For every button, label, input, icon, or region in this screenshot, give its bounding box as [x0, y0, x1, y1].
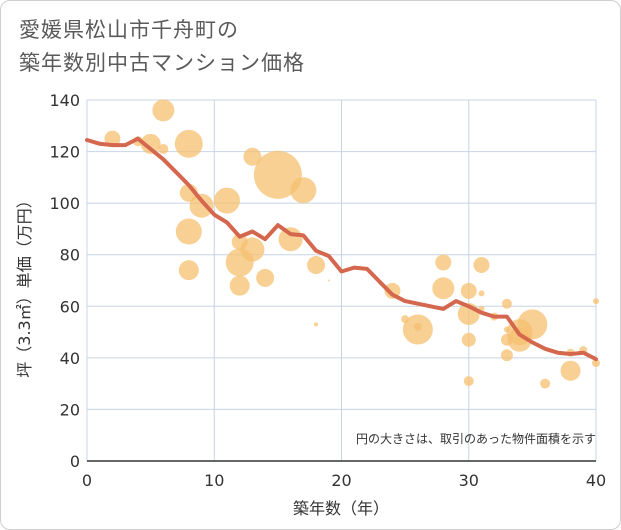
trend-line [85, 136, 598, 362]
bubble-point [413, 322, 422, 331]
x-tick-label: 10 [204, 471, 224, 490]
x-tick-labels: 0 10 20 30 40 [82, 471, 606, 490]
bubble-point [178, 260, 199, 281]
trend-series [85, 136, 598, 362]
bubble-point [540, 378, 551, 389]
bubble-point [175, 218, 202, 245]
y-tick-labels: 0 20 40 60 80 100 120 140 [49, 91, 80, 471]
bubble-point [314, 322, 319, 327]
y-tick-label: 100 [49, 194, 80, 213]
bubble-point [213, 187, 240, 214]
bubble-series [104, 99, 600, 389]
bubble-point [229, 275, 250, 296]
y-tick-label: 40 [60, 349, 80, 368]
y-tick-label: 60 [60, 297, 80, 316]
bubble-point [593, 298, 599, 305]
bubble-point [473, 257, 490, 274]
chart-title-line-2: 築年数別中古マンション価格 [19, 51, 305, 75]
bubble-point [432, 277, 455, 300]
bubble-point [435, 254, 452, 271]
bubble-point [278, 227, 303, 252]
bubble-point [592, 359, 600, 368]
y-tick-label: 80 [60, 246, 80, 265]
x-tick-label: 40 [586, 471, 606, 490]
bubble-point [290, 177, 317, 204]
bubble-point [501, 298, 512, 309]
bubble-point [461, 332, 476, 347]
bubble-point [327, 279, 330, 282]
bubble-point [560, 360, 581, 381]
bubble-point [140, 133, 161, 154]
grid-lines [86, 99, 597, 462]
bubble-point [307, 256, 326, 275]
bubble-point [240, 237, 265, 262]
bubble-point [517, 309, 548, 340]
bubble-point [174, 129, 203, 158]
y-tick-label: 120 [49, 143, 80, 162]
bubble-point [478, 290, 485, 297]
bubble-point [189, 193, 214, 218]
bubble-point [152, 99, 175, 122]
chart-title-line-1: 愛媛県松山市千舟町の [19, 18, 239, 42]
x-tick-label: 0 [82, 471, 92, 490]
y-tick-label: 20 [60, 400, 80, 419]
x-axis-label: 築年数（年） [293, 499, 389, 518]
bubble-point [253, 150, 302, 199]
x-tick-label: 20 [331, 471, 351, 490]
chart-title: 愛媛県松山市千舟町の 築年数別中古マンション価格 [19, 14, 305, 80]
bubble-point [158, 143, 169, 154]
bubble-point [243, 147, 262, 166]
x-tick-label: 30 [459, 471, 479, 490]
y-tick-label: 140 [49, 91, 80, 110]
y-axis-label: 坪（3.3㎡）単価（万円） [15, 192, 34, 377]
bubble-size-note: 円の大きさは、取引のあった物件面積を示す [356, 431, 596, 446]
bubble-point [463, 376, 474, 387]
bubble-point [460, 282, 477, 299]
y-tick-label: 0 [70, 452, 80, 471]
bubble-point [256, 268, 275, 287]
bubble-point [500, 349, 513, 362]
